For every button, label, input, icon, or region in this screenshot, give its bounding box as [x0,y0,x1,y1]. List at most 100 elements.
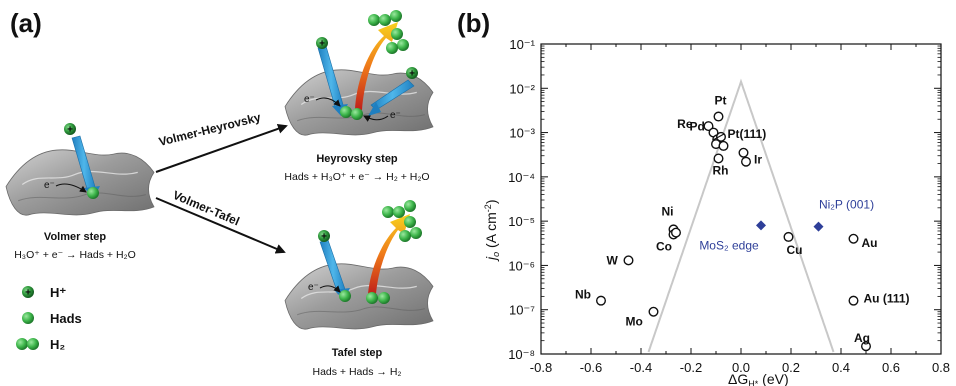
proton-icon [406,67,418,79]
data-label: Pt(111) [728,127,767,141]
hads-icon [378,292,390,304]
tafel-title: Tafel step [332,347,383,359]
data-label: Ir [754,153,762,167]
data-label: Cu [787,243,803,257]
panel-b: (b) -0.8 -0.6 -0.4 -0.2 0.0 0.2 0.4 0.6 0.8 10⁻⁸… [457,8,950,386]
x-tick-label: -0.6 [580,360,602,375]
legend-h2-icon [16,338,28,350]
metal-points [596,111,872,352]
y-tick-label: 10⁻² [509,81,535,96]
data-point [738,147,749,158]
data-label: Ni [662,204,674,218]
electron-arrow-icon [319,285,341,293]
data-point [848,295,859,306]
volmer-title: Volmer step [44,231,106,243]
x-tick-label: -0.4 [630,360,652,375]
path-upper-label: Volmer-Heyrovsky [157,110,262,149]
y-axis-title: jo (A cm-2) [483,200,501,263]
proton-arrow-head-icon [368,102,381,116]
highlight-label: Ni₂P (001) [819,198,874,212]
proton-sign: + [409,69,415,80]
data-label: Mo [626,315,643,329]
legend-hads-icon [22,312,34,324]
y-tick-label: 10⁻⁴ [508,170,535,185]
legend-proton-icon [22,286,34,298]
volmer-step: + e⁻ Volmer step H₃O⁺ + e⁻ → Hads + H₂O [5,123,155,261]
x-tick-label: 0.2 [782,360,800,375]
axis-ticks [540,43,942,355]
highlight-point [756,220,766,231]
hads-icon [339,290,351,302]
volmer-tafel-arrow-icon [155,197,286,254]
data-point [848,233,859,244]
y-tick-label: 10⁻¹ [509,37,535,52]
data-label: W [607,253,619,267]
data-point [703,121,714,132]
proton-icon [316,37,328,49]
data-point [713,111,724,122]
volmer-heyrovsky-arrow-icon [155,123,288,173]
proton-sign: + [321,232,327,243]
legend-h2-label: H₂ [50,337,65,352]
volcano-line [647,78,835,353]
data-label: Au (111) [864,292,910,306]
proton-icon [318,230,330,242]
data-point [718,140,729,151]
data-point [671,227,682,238]
y-tick-label: 10⁻⁸ [508,347,535,362]
x-tick-label: 0.8 [932,360,950,375]
data-label: Rh [713,163,729,177]
hads-icon [366,292,378,304]
data-label: Pt [715,94,727,108]
electron-label: e⁻ [44,180,55,191]
y-tick-labels: 10⁻⁸ 10⁻⁷ 10⁻⁶ 10⁻⁵ 10⁻⁴ 10⁻³ 10⁻² 10⁻¹ [508,37,536,362]
panel-b-label: (b) [457,8,490,38]
data-label: Co [656,240,672,254]
data-label: Ag [854,331,870,345]
h2-cluster-icon [382,200,422,242]
x-tick-label: -0.2 [680,360,702,375]
data-point [596,295,607,306]
electron-label: e⁻ [304,94,315,105]
tafel-step: + e⁻ Tafel step Hads + Hads → H₂ [284,200,434,378]
legend-proton-label: H⁺ [50,285,66,300]
proton-icon [64,123,76,135]
data-point [861,341,872,352]
heyrovsky-title: Heyrovsky step [316,153,398,165]
data-point [741,156,752,167]
highlight-label: MoS₂ edge [699,238,759,252]
legend-hads-label: Hads [50,311,82,326]
data-label: Pd [690,120,705,134]
tafel-surface [284,263,434,330]
data-point [783,231,794,242]
proton-sign: + [319,39,325,50]
proton-sign: + [67,125,73,136]
legend: + H⁺ Hads H₂ [16,285,82,352]
data-point [648,306,659,317]
y-tick-label: 10⁻⁷ [509,303,535,318]
electron-label: e⁻ [308,282,319,293]
electron-arrow-icon [363,115,389,122]
electron-arrow-icon [55,183,87,193]
plot-frame [540,43,942,355]
y-tick-label: 10⁻⁵ [508,214,535,229]
data-label: Nb [575,288,591,302]
data-label: Re [677,117,693,131]
pt111-pointer-line [712,133,725,141]
tafel-equation: Hads + Hads → H₂ [313,366,402,378]
x-tick-label: 0.0 [732,360,750,375]
highlight-point [813,221,824,232]
hads-icon [351,108,363,120]
hads-icon [87,187,99,199]
y-tick-label: 10⁻³ [509,126,535,141]
heyrovsky-step: + + e⁻ e⁻ Heyrovsky step Hads + H₃O⁺ + e… [284,10,434,183]
data-point [623,255,634,266]
data-point [713,153,724,164]
panel-a-label: (a) [10,8,42,38]
legend-h2-icon [27,338,39,350]
heyrovsky-equation: Hads + H₃O⁺ + e⁻ → H₂ + H₂O [284,171,429,183]
x-tick-label: -0.8 [530,360,552,375]
hads-icon [340,106,352,118]
y-tick-label: 10⁻⁶ [508,258,535,273]
